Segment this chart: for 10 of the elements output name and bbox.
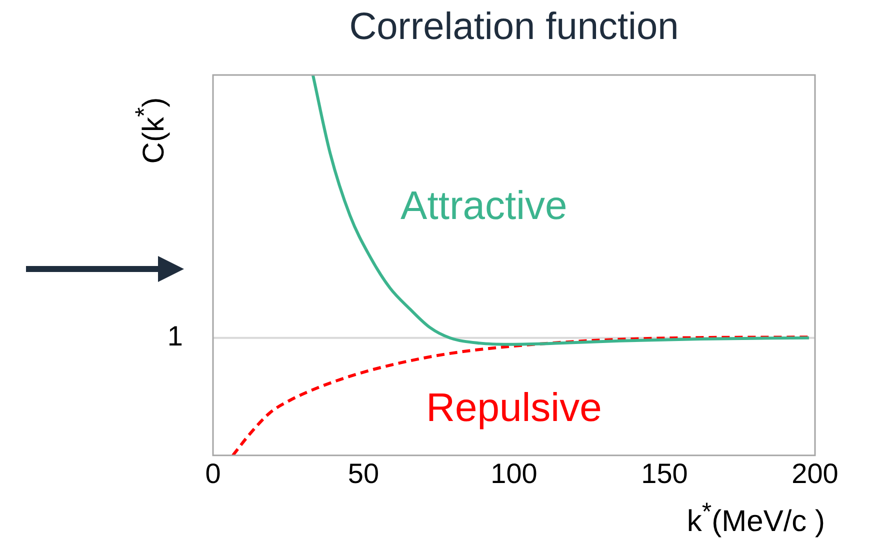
- x-tick-label: 150: [641, 458, 688, 489]
- series-label: Attractive: [400, 184, 568, 228]
- series-label: Repulsive: [426, 386, 602, 430]
- x-tick-label: 200: [792, 458, 838, 489]
- chart-title: Correlation function: [348, 6, 680, 49]
- x-axis-title: k$^{*}$(MeV/c ): [686, 498, 825, 539]
- text: 1: [167, 320, 183, 352]
- x-tick-label: 0: [205, 458, 221, 489]
- x-tick-label: 50: [348, 458, 380, 489]
- x-tick-label: 100: [490, 458, 538, 489]
